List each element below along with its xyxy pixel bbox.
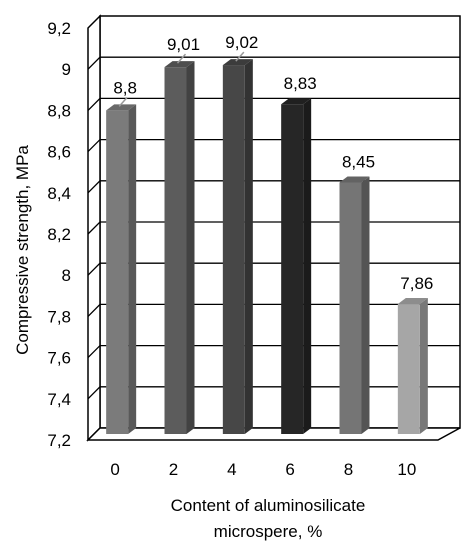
bar-top [339, 176, 370, 183]
bar-top [164, 61, 195, 68]
data-label: 8,83 [284, 74, 317, 93]
bar-top [397, 298, 428, 305]
bar-side [186, 61, 195, 434]
bar-front [106, 110, 129, 435]
bar-front [339, 182, 362, 434]
bar-side [128, 104, 137, 435]
bar-side [361, 176, 370, 434]
data-label: 7,86 [400, 274, 433, 293]
y-tick-labels: 7,2 7,4 7,6 7,8 8 8,2 8,4 8,6 8,8 9 9,2 [47, 19, 71, 450]
y-tick-label: 8,4 [47, 184, 71, 203]
y-tick-label: 7,4 [47, 390, 71, 409]
bar-side [244, 59, 253, 434]
bar-top [222, 59, 253, 66]
bar-front [164, 67, 187, 434]
bar-side [419, 298, 428, 434]
leader-line [118, 96, 128, 107]
x-tick-label: 2 [169, 460, 178, 479]
leader-line [176, 53, 187, 64]
bar [339, 176, 370, 434]
bar-front [281, 104, 304, 434]
x-tick-label: 6 [285, 460, 294, 479]
y-tick-label: 7,8 [47, 307, 71, 326]
y-tick-label: 8,6 [47, 143, 71, 162]
bar [281, 98, 312, 434]
gridline [87, 97, 460, 111]
bar [222, 59, 253, 434]
data-label: 8,45 [342, 153, 375, 172]
data-label: 9,02 [225, 33, 258, 52]
x-tick-labels: 0 2 4 6 8 10 [110, 460, 416, 479]
y-tick-label: 9,2 [47, 19, 71, 38]
x-tick-label: 8 [344, 460, 353, 479]
gridline [87, 180, 460, 194]
gridline [87, 56, 460, 70]
x-tick-label: 10 [397, 460, 416, 479]
x-tick-label: 4 [227, 460, 236, 479]
bar-top [281, 98, 312, 105]
x-axis-title-line-1: Content of aluminosilicate [171, 496, 366, 515]
bar-front [397, 304, 420, 434]
bar-top [106, 104, 137, 111]
x-axis-title-line-2: microspere, % [214, 522, 323, 541]
bar [397, 298, 428, 434]
y-tick-label: 8 [62, 266, 71, 285]
y-axis-title: Compressive strength, MPa [13, 145, 32, 355]
y-tick-label: 8,2 [47, 225, 71, 244]
x-tick-label: 0 [110, 460, 119, 479]
leader-line [235, 51, 245, 62]
bars [106, 59, 428, 435]
bar [164, 61, 195, 434]
data-label: 8,8 [113, 78, 137, 97]
data-label: 9,01 [167, 35, 200, 54]
bar-side [303, 98, 312, 434]
data-labels: 8,8 9,01 9,02 8,83 8,45 7,86 [113, 33, 433, 293]
gridline [87, 138, 460, 153]
y-tick-label: 8,8 [47, 101, 71, 120]
bar-front [222, 65, 245, 434]
bar [106, 104, 137, 435]
y-tick-label: 9 [62, 60, 71, 79]
y-tick-label: 7,2 [47, 431, 71, 450]
y-tick-label: 7,6 [47, 349, 71, 368]
